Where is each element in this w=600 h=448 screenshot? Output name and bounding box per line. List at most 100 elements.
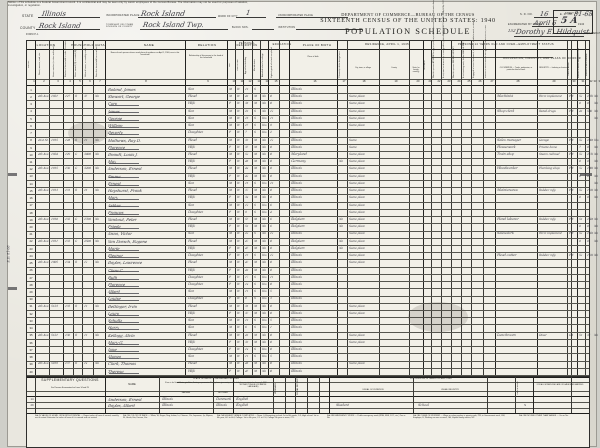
- cell-wages[interactable]: 0: [586, 144, 589, 149]
- cell-res_city[interactable]: Same: [348, 144, 357, 149]
- cell-relation[interactable]: Son: [187, 123, 195, 128]
- cell-grade[interactable]: 8: [269, 144, 272, 149]
- cell-wages[interactable]: 500: [586, 108, 593, 113]
- cell-race[interactable]: W: [236, 253, 240, 258]
- cell-other[interactable]: Yes: [593, 137, 599, 142]
- cell-birth[interactable]: Illinois: [290, 231, 302, 236]
- cell-age[interactable]: 18: [244, 115, 249, 120]
- cell-birth[interactable]: Illinois: [290, 253, 302, 258]
- cell-weeks[interactable]: 52: [578, 151, 583, 156]
- cell-class[interactable]: OA: [568, 332, 574, 337]
- cell-age[interactable]: 36: [244, 303, 249, 308]
- cell-other[interactable]: No: [593, 253, 599, 258]
- cell-race[interactable]: W: [236, 101, 240, 106]
- cell-birth[interactable]: Illinois: [290, 123, 302, 128]
- cell-relation[interactable]: Wife: [187, 101, 196, 106]
- cell-school[interactable]: No: [261, 216, 267, 221]
- cell-race[interactable]: W: [236, 260, 240, 265]
- cell-sex[interactable]: M: [228, 238, 232, 243]
- cell-grade[interactable]: 4: [269, 209, 272, 214]
- cell-res_city[interactable]: Same place: [348, 202, 365, 207]
- cell-relation[interactable]: Son: [187, 108, 195, 113]
- cell-grade[interactable]: 5: [269, 289, 272, 294]
- supp-cell-name[interactable]: Anderson, Ernest: [107, 397, 143, 403]
- cell-street[interactable]: 4th Ave.: [37, 216, 50, 221]
- cell-res_city[interactable]: Same place: [348, 339, 365, 344]
- cell-school[interactable]: No: [261, 144, 267, 149]
- cell-value[interactable]: 10: [83, 332, 88, 337]
- cell-street[interactable]: 4th Ave.: [37, 151, 50, 156]
- cell-grade[interactable]: 12: [269, 108, 274, 113]
- cell-res_city[interactable]: Same place: [348, 151, 365, 156]
- cell-race[interactable]: W: [236, 86, 240, 91]
- cell-school[interactable]: Yes: [261, 115, 267, 120]
- cell-res_city[interactable]: Same place: [348, 260, 365, 265]
- cell-res_city[interactable]: Same place: [348, 180, 365, 185]
- cell-school[interactable]: Yes: [261, 325, 267, 330]
- cell-birth[interactable]: Illinois: [290, 173, 302, 178]
- cell-res_city[interactable]: Same place: [348, 101, 365, 106]
- cell-industry[interactable]: Rubber mfg.: [538, 188, 557, 193]
- cell-sex[interactable]: M: [228, 289, 232, 294]
- cell-relation[interactable]: Daughter: [187, 296, 204, 301]
- cell-marital[interactable]: S: [253, 318, 256, 323]
- cell-farm[interactable]: No: [94, 166, 100, 171]
- cell-hh[interactable]: 135: [64, 303, 71, 308]
- cell-house[interactable]: 1911: [50, 238, 59, 243]
- cell-grade[interactable]: 8: [269, 310, 272, 315]
- cell-grade[interactable]: 8: [269, 166, 272, 171]
- cell-farm[interactable]: No: [94, 303, 100, 308]
- cell-race[interactable]: W: [236, 195, 240, 200]
- supp-cell-mother[interactable]: Denmark: [215, 397, 232, 402]
- cell-age[interactable]: 48: [244, 159, 249, 164]
- cell-citizen[interactable]: Na: [338, 159, 344, 164]
- cell-value[interactable]: 12: [83, 260, 88, 265]
- cell-age[interactable]: 15: [244, 123, 249, 128]
- cell-race[interactable]: W: [236, 361, 240, 366]
- cell-grade[interactable]: 8: [269, 267, 272, 272]
- cell-race[interactable]: W: [236, 224, 240, 229]
- cell-race[interactable]: W: [236, 318, 240, 323]
- cell-age[interactable]: 9: [244, 209, 247, 214]
- cell-marital[interactable]: S: [253, 123, 256, 128]
- cell-occupation[interactable]: Train shop: [496, 151, 515, 156]
- county-value[interactable]: Rock Island: [38, 21, 82, 30]
- cell-res_city[interactable]: Same place: [348, 123, 365, 128]
- cell-other[interactable]: No: [593, 180, 599, 185]
- cell-farm[interactable]: No: [94, 361, 100, 366]
- cell-value[interactable]: 3200: [83, 166, 92, 171]
- cell-birth[interactable]: Illinois: [290, 101, 302, 106]
- cell-age[interactable]: 11: [244, 289, 249, 294]
- cell-grade[interactable]: 8: [269, 339, 272, 344]
- cell-relation[interactable]: Daughter: [187, 253, 204, 258]
- cell-school[interactable]: No: [261, 151, 267, 156]
- cell-sex[interactable]: M: [228, 361, 232, 366]
- cell-res_city[interactable]: Same place: [348, 224, 365, 229]
- cell-age[interactable]: 34: [244, 195, 249, 200]
- cell-farm[interactable]: No: [94, 260, 100, 265]
- cell-wages[interactable]: 0: [586, 195, 589, 200]
- cell-grade[interactable]: 8: [269, 347, 272, 352]
- cell-hh[interactable]: 134: [64, 260, 71, 265]
- cell-age[interactable]: 45: [244, 368, 249, 373]
- cell-other[interactable]: No: [593, 195, 599, 200]
- cell-res_city[interactable]: Same place: [348, 108, 365, 113]
- cell-farm[interactable]: No: [94, 188, 100, 193]
- cell-birth[interactable]: Belgium: [290, 245, 305, 250]
- cell-weeks[interactable]: 40: [578, 108, 583, 113]
- cell-age[interactable]: 8: [244, 296, 247, 301]
- cell-marital[interactable]: M: [253, 159, 257, 164]
- supp-cell-tongue[interactable]: English: [235, 397, 249, 402]
- cell-age[interactable]: 40: [244, 267, 249, 272]
- cell-house[interactable]: 1921: [50, 94, 59, 99]
- cell-sex[interactable]: F: [228, 130, 231, 135]
- cell-name[interactable]: Bettinger, Irvin: [107, 303, 138, 309]
- cell-birth[interactable]: Illinois: [290, 115, 302, 120]
- cell-relation[interactable]: Wife: [187, 224, 196, 229]
- cell-industry[interactable]: Farm implement: [538, 231, 562, 236]
- cell-industry[interactable]: Diner: [538, 332, 547, 337]
- cell-other[interactable]: No: [593, 151, 599, 156]
- cell-age[interactable]: 20: [244, 108, 249, 113]
- cell-citizen[interactable]: Na: [338, 216, 344, 221]
- cell-marital[interactable]: S: [253, 130, 256, 135]
